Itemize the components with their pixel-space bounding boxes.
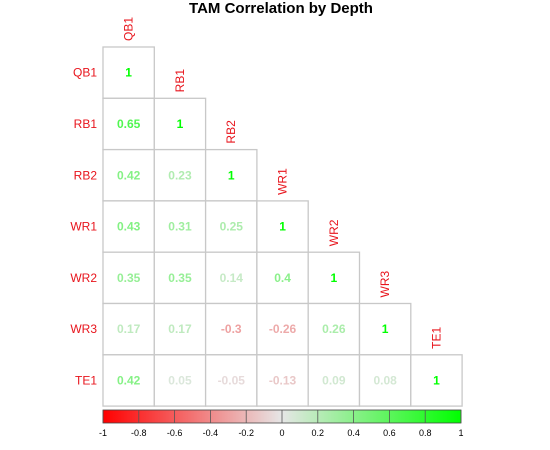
row-label-rb2: RB2 — [74, 168, 98, 182]
column-labels: QB1 RB1 RB2 WR1 WR2 WR3 TE1 — [122, 17, 444, 349]
cell-value-label: -0.26 — [269, 322, 297, 336]
column-label-rb1: RB1 — [173, 69, 187, 93]
cell-value-label: 1 — [331, 271, 338, 285]
column-label-wr3: WR3 — [378, 271, 392, 298]
row-labels: QB1 RB1 RB2 WR1 WR2 WR3 TE1 — [70, 66, 97, 388]
cell-value-label: 0.42 — [117, 168, 141, 182]
color-legend-tick-label: -0.8 — [131, 428, 147, 438]
cell-value-label: 0.42 — [117, 373, 141, 387]
heatmap-cell — [102, 97, 155, 151]
cell-value-label: 0.14 — [220, 271, 244, 285]
cell-value-label: 0.65 — [117, 117, 141, 131]
row-label-qb1: QB1 — [73, 66, 97, 80]
cell-value-label: 0.05 — [168, 373, 192, 387]
heatmap-cell — [102, 354, 155, 407]
cell-value-label: -0.13 — [269, 373, 297, 387]
cell-value-label: 0.35 — [168, 271, 192, 285]
color-legend-tick-label: -1 — [99, 428, 107, 438]
heatmap-cell — [153, 302, 207, 356]
heatmap-cell — [204, 302, 258, 356]
heatmap-cell — [153, 251, 207, 305]
row-label-rb1: RB1 — [74, 117, 98, 131]
cell-value-label: 1 — [177, 117, 184, 131]
cell-value-label: 1 — [382, 322, 389, 336]
color-legend-tick-label: 0.8 — [419, 428, 432, 438]
color-legend-tick-label: 0.2 — [312, 428, 325, 438]
row-label-te1: TE1 — [75, 373, 97, 387]
cell-value-label: 0.31 — [168, 220, 192, 234]
heatmap-cell — [204, 148, 258, 202]
heatmap-cell — [358, 354, 412, 407]
heatmap-cell — [256, 302, 309, 356]
cell-value-label: 0.17 — [117, 322, 141, 336]
heatmap-cell — [256, 251, 309, 305]
color-legend-tick-label: 0 — [279, 428, 284, 438]
heatmap-cells: 1 0.65 1 0.42 0.23 1 0.43 0.31 0.25 1 0.35 0.35 0.14… — [102, 46, 463, 407]
row-label-wr2: WR2 — [70, 271, 97, 285]
cell-value-label: 0.25 — [220, 220, 244, 234]
color-legend-tick-label: 0.4 — [347, 428, 360, 438]
column-label-wr2: WR2 — [327, 219, 341, 246]
heatmap-cell — [256, 200, 309, 253]
row-label-wr3: WR3 — [70, 322, 97, 336]
cell-value-label: 0.43 — [117, 220, 141, 234]
cell-value-label: 0.17 — [168, 322, 192, 336]
chart-title: TAM Correlation by Depth — [189, 0, 373, 17]
color-legend-tick-label: -0.6 — [167, 428, 183, 438]
cell-value-label: 0.35 — [117, 271, 141, 285]
column-label-rb2: RB2 — [224, 120, 238, 144]
column-label-wr1: WR1 — [276, 168, 290, 195]
color-legend-tick-label: 1 — [458, 428, 463, 438]
heatmap-cell — [307, 302, 361, 356]
row-label-wr1: WR1 — [70, 220, 97, 234]
cell-value-label: -0.3 — [221, 322, 242, 336]
heatmap-cell — [256, 354, 309, 407]
color-legend-tick-label: -0.2 — [238, 428, 254, 438]
cell-value-label: 1 — [433, 373, 440, 387]
column-label-qb1: QB1 — [122, 17, 136, 41]
cell-value-label: 0.4 — [274, 271, 291, 285]
color-legend-tick-label: 0.6 — [383, 428, 396, 438]
heatmap-cell — [410, 354, 463, 407]
heatmap-cell — [358, 302, 412, 356]
heatmap-cell — [102, 46, 155, 99]
cell-value-label: 0.26 — [322, 322, 346, 336]
cell-value-label: 0.09 — [322, 373, 346, 387]
column-label-te1: TE1 — [429, 326, 443, 348]
heatmap-cell — [153, 200, 207, 253]
heatmap-cell — [153, 354, 207, 407]
heatmap-cell — [102, 302, 155, 356]
cell-value-label: 1 — [125, 66, 132, 80]
color-legend: -1 -0.8 -0.6 -0.4 -0.2 0 0.2 0.4 0.6 0.8 1 — [99, 409, 464, 438]
cell-value-label: 1 — [228, 168, 235, 182]
color-legend-tick-label: -0.4 — [203, 428, 219, 438]
cell-value-label: 0.08 — [373, 373, 397, 387]
cell-value-label: 0.23 — [168, 168, 192, 182]
cell-value-label: 1 — [279, 220, 286, 234]
cell-value-label: -0.05 — [218, 373, 246, 387]
